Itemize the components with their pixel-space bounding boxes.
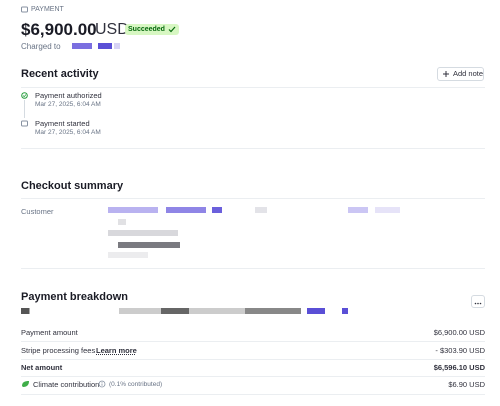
- event-title: Payment started: [35, 119, 90, 128]
- section-title: Recent activity: [21, 68, 99, 80]
- currency: USD: [95, 21, 129, 38]
- blur: [114, 43, 120, 49]
- row-label: Payment amount: [21, 328, 78, 337]
- blur: [118, 242, 180, 248]
- divider: [21, 394, 485, 395]
- card-icon: [21, 6, 28, 13]
- climate-icon: [22, 381, 29, 387]
- customer-label: Customer: [21, 207, 54, 216]
- divider: [21, 341, 485, 342]
- row-note: (0.1% contributed): [109, 381, 163, 388]
- status-badge: Succeeded: [125, 24, 179, 35]
- event-time: Mar 27, 2025, 6:04 AM: [35, 101, 101, 108]
- add-note-button[interactable]: Add note: [437, 67, 484, 81]
- row-value: $6.90 USD: [448, 380, 485, 389]
- charged-to: Charged to: [21, 42, 61, 51]
- divider: [21, 376, 485, 377]
- learn-more-link[interactable]: Learn more: [96, 346, 137, 355]
- event-time: Mar 27, 2025, 6:04 AM: [35, 129, 101, 136]
- blur: [307, 308, 325, 314]
- amount: $6,900.00: [21, 20, 97, 39]
- more-button[interactable]: [471, 295, 485, 308]
- row-label: Net amount: [21, 363, 63, 372]
- blur: [108, 252, 148, 258]
- row-label: Stripe processing fees: [21, 346, 96, 355]
- page-label: PAYMENT: [31, 6, 64, 13]
- blur: [255, 207, 267, 213]
- blur: [166, 207, 206, 213]
- divider: [21, 268, 485, 269]
- divider: [21, 87, 485, 88]
- info-icon: [98, 380, 106, 388]
- blur: [375, 207, 400, 213]
- row-value: $6,900.00 USD: [433, 328, 485, 337]
- blur: [342, 308, 348, 314]
- divider: [21, 148, 485, 149]
- row-label: Climate contribution: [33, 380, 100, 389]
- section-title: Checkout summary: [21, 180, 124, 192]
- blur: [72, 43, 92, 49]
- blur: [98, 43, 112, 49]
- row-value: - $303.90 USD: [435, 346, 485, 355]
- button-text: Add note: [453, 69, 484, 78]
- divider: [21, 359, 485, 360]
- blur: [108, 230, 178, 236]
- blur: [21, 308, 301, 314]
- blur: [118, 219, 126, 225]
- divider: [21, 198, 485, 199]
- section-title: Payment breakdown: [21, 291, 128, 303]
- event-title: Payment authorized: [35, 91, 102, 100]
- blur: [212, 207, 222, 213]
- status-text: Succeeded: [128, 26, 165, 33]
- row-value: $6,596.10 USD: [433, 363, 485, 372]
- timeline: [21, 92, 28, 127]
- blur: [348, 207, 368, 213]
- blur: [108, 207, 158, 213]
